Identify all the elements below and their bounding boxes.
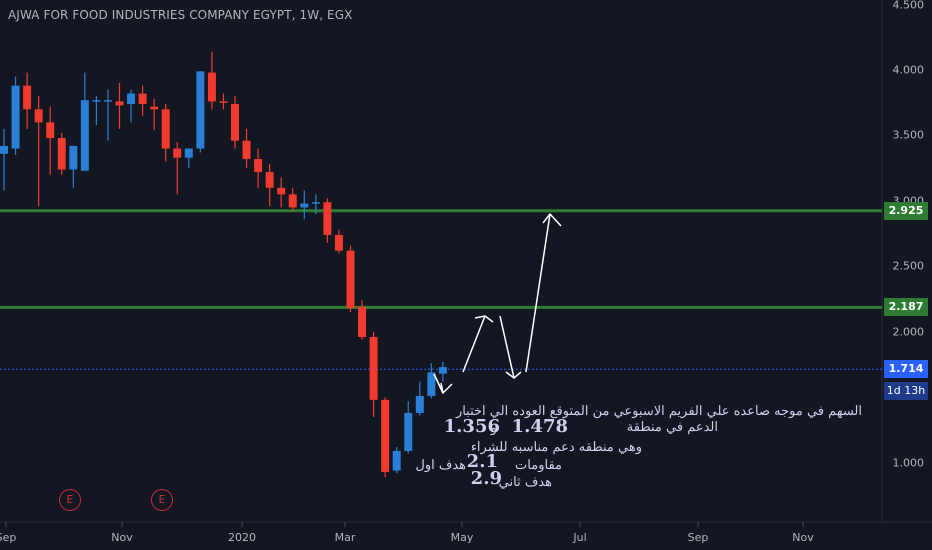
candle-up bbox=[311, 202, 320, 204]
price-tick-label: 4.000 bbox=[892, 63, 925, 77]
time-tick-label: Sep bbox=[0, 531, 17, 544]
projection-arrow-down-head bbox=[433, 373, 453, 394]
annotation-value-1478: 1.478 bbox=[511, 416, 568, 437]
time-tick-label: Nov bbox=[111, 531, 133, 544]
annotation-value-29: 2.9 bbox=[470, 468, 502, 489]
candle-down bbox=[173, 148, 182, 158]
annotation-resistance: مقاومات bbox=[515, 458, 562, 473]
candle-up bbox=[80, 100, 89, 171]
candle-up bbox=[427, 372, 436, 396]
candle-down bbox=[346, 250, 355, 309]
candle-down bbox=[57, 138, 66, 170]
candle-up bbox=[404, 412, 413, 451]
candle-up bbox=[127, 93, 136, 105]
annotation-value-1356: 1.356 bbox=[443, 416, 500, 437]
projection-arrow-down-2 bbox=[499, 315, 515, 379]
annotation-value-21: 2.1 bbox=[466, 451, 498, 472]
annotation-line-2: الدعم في منطقة bbox=[626, 420, 718, 435]
price-tick-label: 3.500 bbox=[892, 128, 925, 142]
candle-down bbox=[34, 109, 43, 123]
candle-down bbox=[242, 140, 251, 160]
candle-down bbox=[207, 72, 216, 102]
earnings-event-marker[interactable]: E bbox=[151, 489, 173, 511]
price-tick-label: 2.000 bbox=[892, 325, 925, 339]
time-tick-label: Sep bbox=[687, 531, 709, 544]
time-tick-label: Mar bbox=[334, 531, 356, 544]
candle-up bbox=[392, 450, 401, 471]
chart-title: AJWA FOR FOOD INDUSTRIES COMPANY EGYPT, … bbox=[8, 8, 353, 22]
projection-arrow-down-2-head bbox=[505, 371, 522, 379]
candle-up bbox=[415, 395, 424, 413]
candle-down bbox=[46, 122, 55, 139]
candle-up bbox=[11, 85, 20, 149]
candle-down bbox=[288, 194, 297, 208]
candle-down bbox=[369, 337, 378, 400]
candle-down bbox=[323, 202, 332, 235]
candle-down bbox=[150, 106, 159, 110]
projection-arrow-up-2-head bbox=[542, 213, 562, 227]
candle-down bbox=[358, 306, 367, 338]
time-tick-label: May bbox=[450, 531, 474, 544]
earnings-event-marker[interactable]: E bbox=[59, 489, 81, 511]
candle-down bbox=[381, 399, 390, 472]
candle-down bbox=[161, 109, 170, 149]
candle-up bbox=[0, 145, 8, 154]
candle-down bbox=[254, 159, 263, 173]
candle-up bbox=[300, 203, 309, 208]
price-tick-label: 2.500 bbox=[892, 259, 925, 273]
candle-up bbox=[103, 100, 112, 102]
annotation-line-1: السهم في موجه صاعده علي الفريم الاسبوعي … bbox=[455, 404, 862, 419]
candle-up bbox=[196, 71, 205, 149]
annotation-target-2: هدف ثاني bbox=[498, 475, 552, 490]
candle-down bbox=[265, 172, 274, 188]
projection-arrow-up-1-head bbox=[484, 315, 494, 323]
candle-down bbox=[219, 101, 228, 103]
candle-down bbox=[277, 187, 286, 195]
time-tick-label: Jul bbox=[573, 531, 587, 544]
current-price-tag: 1.714 bbox=[884, 360, 928, 379]
hline-price-tag-2: 2.187 bbox=[884, 298, 928, 317]
time-tick-label: 2020 bbox=[228, 531, 256, 544]
price-tick-label: 1.000 bbox=[892, 456, 925, 470]
projection-arrow-up-2 bbox=[525, 213, 551, 373]
annotation-line-3: وهي منطقه دعم مناسبه للشراء bbox=[470, 440, 642, 455]
bar-countdown-tag: 1d 13h bbox=[884, 382, 928, 401]
candle-down bbox=[334, 234, 343, 251]
projection-arrow-up-1 bbox=[462, 315, 486, 373]
annotation-and: و bbox=[490, 421, 497, 436]
candle-up bbox=[69, 145, 78, 170]
annotation-target-1: هدف اول bbox=[415, 458, 466, 473]
candle-down bbox=[115, 101, 124, 106]
candle-up bbox=[438, 367, 447, 374]
candle-up bbox=[184, 148, 193, 158]
candle-down bbox=[138, 93, 147, 105]
candle-up bbox=[92, 100, 101, 102]
candle-down bbox=[23, 85, 32, 110]
time-tick-label: Nov bbox=[792, 531, 814, 544]
candle-down bbox=[231, 104, 239, 141]
hline-price-tag-1: 2.925 bbox=[884, 201, 928, 220]
price-tick-label: 4.500 bbox=[892, 0, 925, 12]
